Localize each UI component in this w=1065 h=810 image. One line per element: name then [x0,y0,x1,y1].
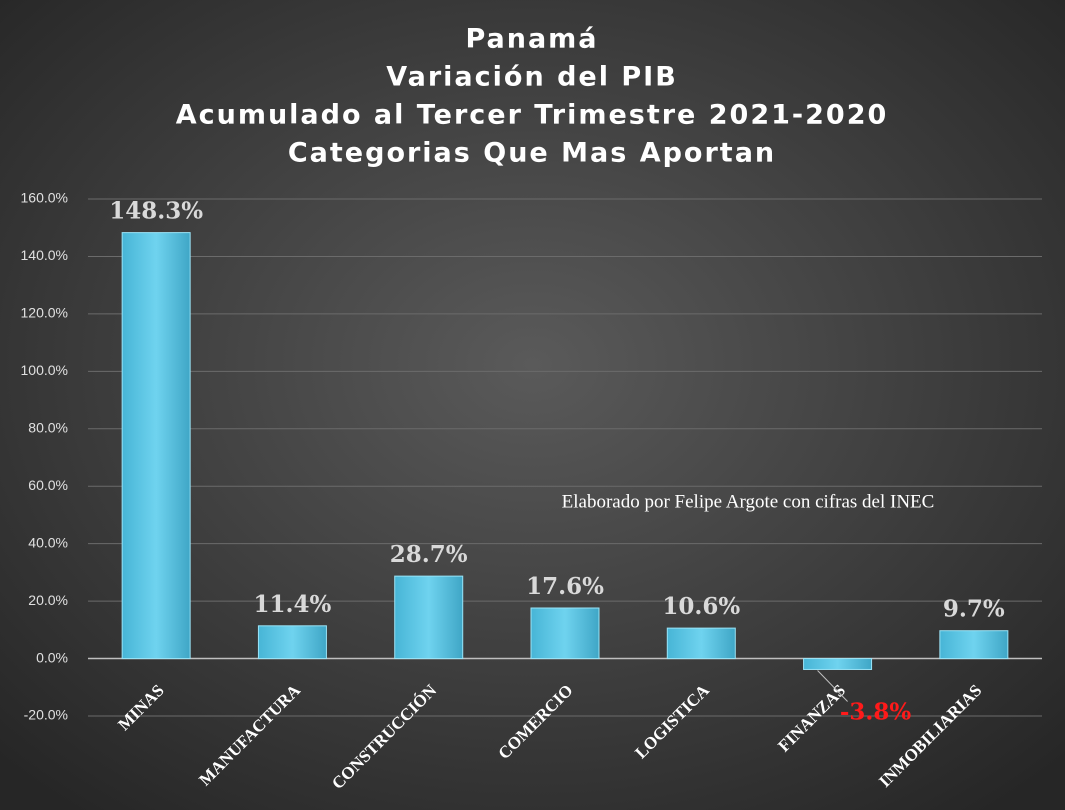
chart-title: Categorias Que Mas Aportan [288,138,776,169]
bar [803,658,873,670]
y-tick-label: 60.0% [28,477,68,493]
data-label: 10.6% [662,593,740,620]
data-label: 28.7% [390,541,468,568]
data-label: 11.4% [253,591,331,618]
leader-line [817,670,848,702]
y-tick-label: 40.0% [28,534,68,550]
y-tick-label: 140.0% [21,247,68,263]
data-label: 9.7% [943,596,1005,623]
annotation: Elaborado por Felipe Argote con cifras d… [562,491,935,512]
y-tick-label: 120.0% [21,305,68,321]
data-label: 17.6% [526,573,604,600]
bar [121,232,191,660]
chart-title: Variación del PIB [386,62,678,93]
bar [394,575,464,660]
bar [939,630,1009,660]
y-tick-label: 20.0% [28,592,68,608]
y-tick-label: 0.0% [36,649,68,665]
bar [257,625,327,660]
y-tick-label: 80.0% [28,419,68,435]
title-block: Panamá Variación del PIB Acumulado al Terc… [176,24,889,169]
data-label: 148.3% [109,198,203,225]
y-tick-label: -20.0% [24,707,68,723]
bar [530,607,600,660]
chart-title: Acumulado al Tercer Trimestre 2021-2020 [176,100,889,131]
y-tick-label: 160.0% [21,190,68,206]
chart-title: Panamá [465,24,598,55]
data-label: -3.8% [840,698,912,725]
y-tick-label: 100.0% [21,362,68,378]
bar [666,627,736,660]
